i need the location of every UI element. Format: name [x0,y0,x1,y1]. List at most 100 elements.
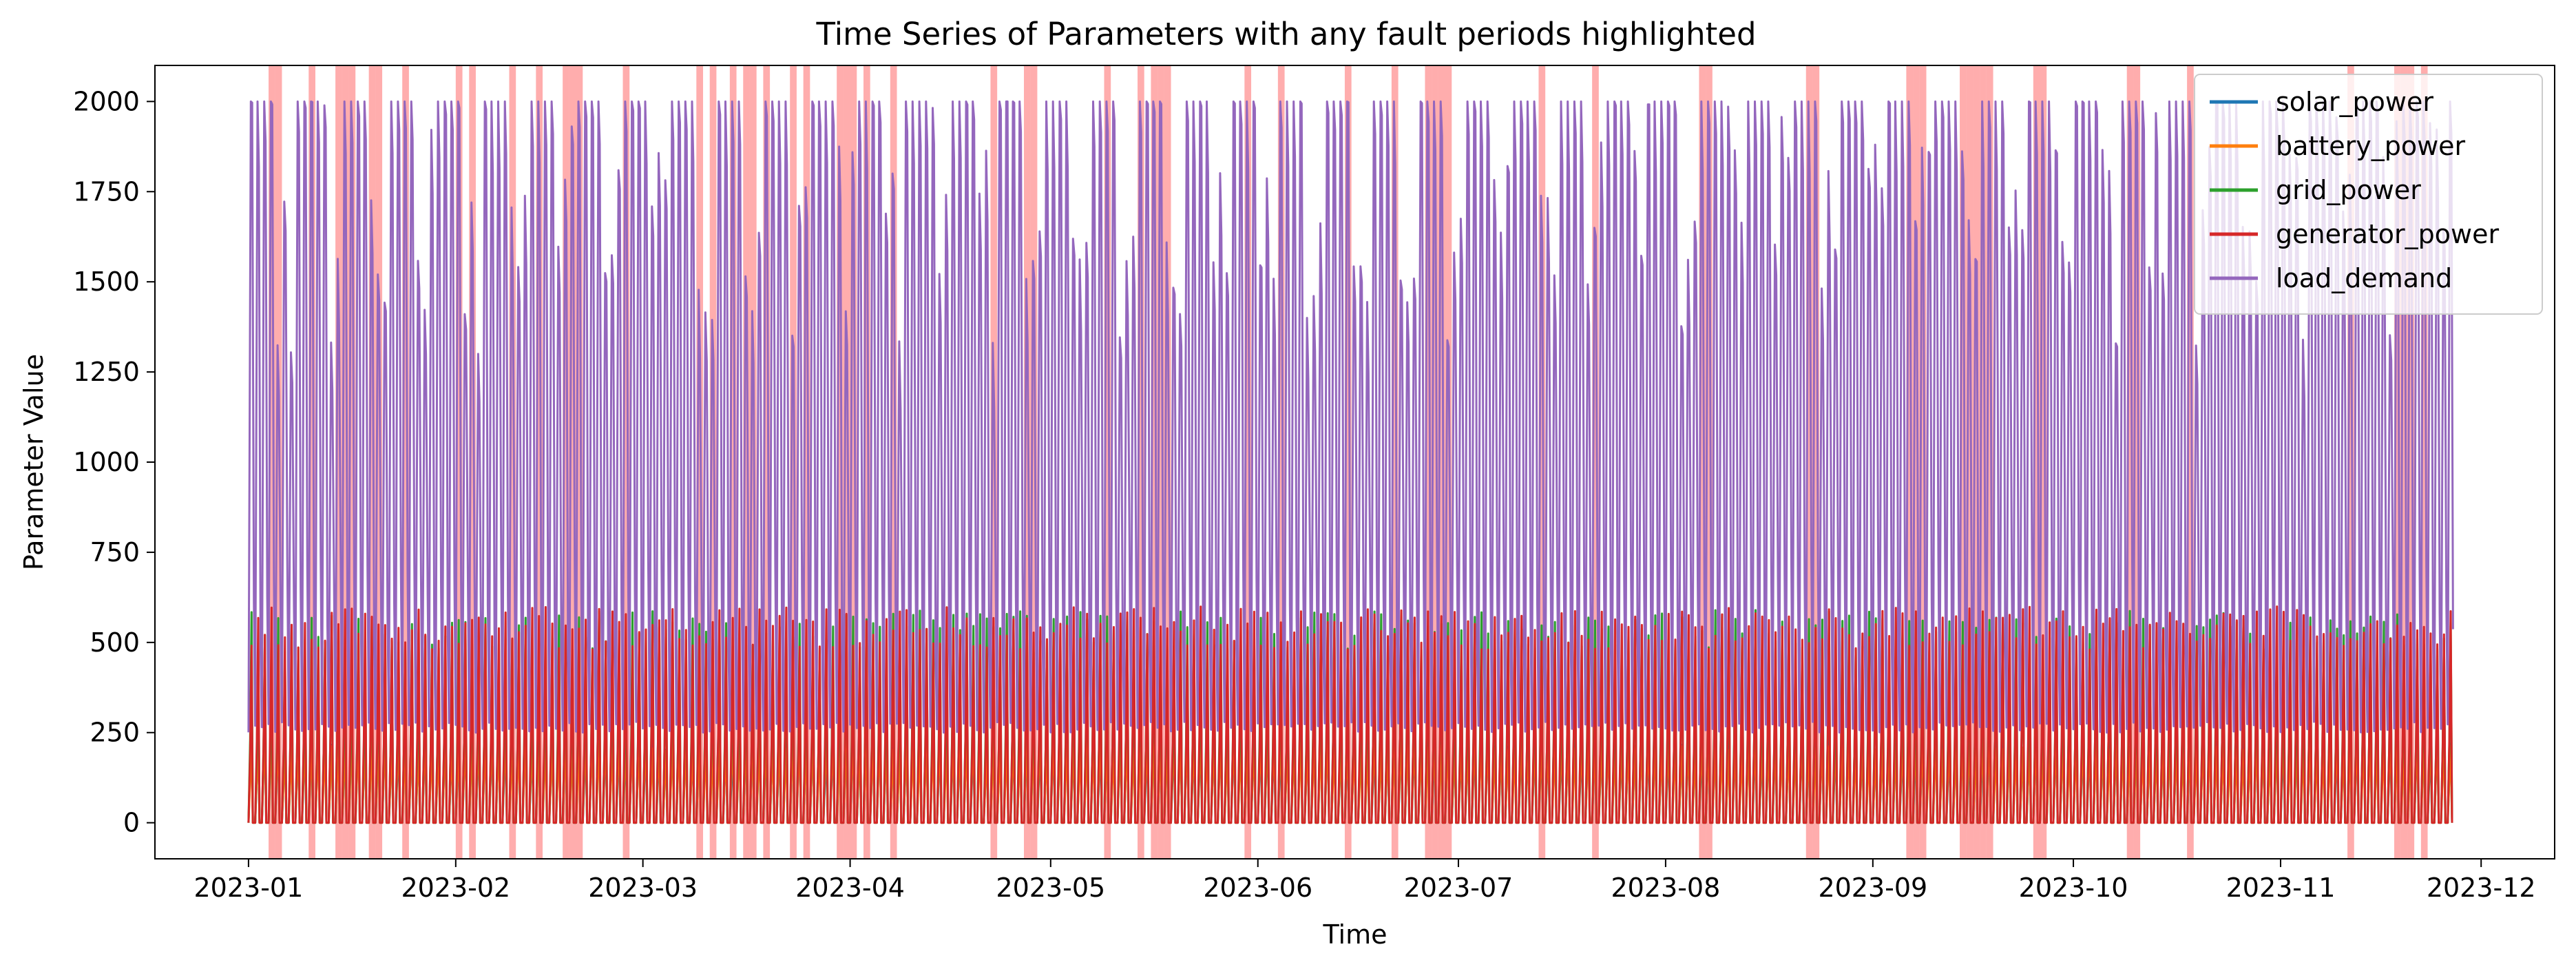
x-tick-label: 2023-09 [1818,873,1927,903]
x-axis: 2023-01 2023-02 2023-03 2023-04 2023-05 2023-… [194,859,2536,903]
x-tick-label: 2023-05 [996,873,1105,903]
legend-frame [2194,74,2543,315]
legend-label-grid-power: grid_power [2276,175,2421,205]
fault-period-band [1445,65,1452,859]
fault-period-band [509,65,516,859]
legend-label-solar-power: solar_power [2276,87,2433,117]
fault-period-band [368,65,376,859]
fault-period-band [375,65,383,859]
fault-period-band [843,65,850,859]
fault-period-band [2400,65,2408,859]
fault-period-band [1966,65,1973,859]
fault-period-band [269,65,275,859]
fault-period-band [1960,65,1967,859]
fault-period-band [1164,65,1171,859]
x-tick-label: 2023-02 [401,873,510,903]
series-generator-power [247,605,2453,824]
fault-period-band [2187,65,2194,859]
fault-period-band [2033,65,2040,859]
y-tick-label: 2000 [73,86,140,116]
fault-period-band [1986,65,1993,859]
fault-period-band [1104,65,1111,859]
fault-period-band [455,65,463,859]
fault-period-band [1538,65,1546,859]
y-tick-label: 750 [90,537,140,567]
fault-period-band [2040,65,2047,859]
fault-period-band [1344,65,1352,859]
legend-label-load-demand: load_demand [2276,263,2452,293]
fault-period-band [1151,65,1158,859]
x-tick-label: 2023-06 [1203,873,1312,903]
fault-period-band [469,65,476,859]
series-line-generator-power [247,605,2453,824]
y-tick-label: 1250 [73,357,140,387]
series-line-load-demand [247,100,2454,734]
y-axis-label: Parameter Value [19,354,49,570]
fault-period-band [729,65,737,859]
x-tick-label: 2023-11 [2226,873,2336,903]
fault-period-band [863,65,870,859]
fault-period-band [1432,65,1438,859]
fault-period-band [1391,65,1399,859]
x-axis-label: Time [1323,919,1388,950]
y-tick-label: 0 [123,808,140,838]
plot-area [247,65,2454,859]
fault-period-band [803,65,810,859]
fault-period-band [2133,65,2141,859]
fault-period-band [2347,65,2354,859]
x-tick-label: 2023-03 [588,873,698,903]
fault-period-band [2126,65,2134,859]
y-axis: 0 250 500 750 1000 1250 1500 1750 2000 [73,86,155,838]
fault-period-band [837,65,844,859]
fault-period-band [1425,65,1432,859]
y-tick-label: 1750 [73,176,140,207]
fault-period-band [1023,65,1031,859]
fault-period-band [709,65,717,859]
fault-period-band [335,65,342,859]
legend-label-battery-power: battery_power [2276,131,2466,161]
fault-period-band [348,65,356,859]
fault-period-band [1706,65,1713,859]
fault-period-band [1158,65,1164,859]
y-tick-label: 1000 [73,447,140,477]
fault-period-band [576,65,583,859]
fault-period-band [1138,65,1144,859]
fault-period-band [1913,65,1920,859]
fault-period-band [2394,65,2401,859]
y-tick-label: 1500 [73,267,140,297]
y-tick-label: 250 [90,718,140,748]
series-load-demand [247,100,2454,734]
legend: solar_power battery_power grid_powergenera… [2194,74,2543,315]
fault-period-band [1805,65,1813,859]
fault-period-band [622,65,630,859]
fault-period-band [1244,65,1252,859]
fault-period-band [2407,65,2415,859]
fault-period-band [1438,65,1445,859]
fault-period-band [1699,65,1706,859]
fault-period-band [342,65,349,859]
fault-period-band [850,65,857,859]
fault-period-band [1030,65,1038,859]
fault-period-band [1919,65,1927,859]
y-tick-label: 500 [90,627,140,658]
fault-period-band [569,65,576,859]
x-tick-label: 2023-08 [1611,873,1721,903]
fault-period-band [1592,65,1599,859]
fault-period-band [2420,65,2428,859]
chart-title: Time Series of Parameters with any fault… [815,16,1756,52]
fault-period-band [308,65,315,859]
fault-period-band [402,65,409,859]
x-tick-label: 2023-07 [1404,873,1514,903]
fault-period-band [1906,65,1914,859]
fault-period-band [1812,65,1820,859]
fault-period-band [1973,65,1980,859]
fault-period-band [763,65,771,859]
x-tick-label: 2023-04 [795,873,905,903]
fault-period-band [563,65,569,859]
x-tick-label: 2023-12 [2427,873,2536,903]
legend-label-generator-power: generator_power [2276,219,2499,249]
fault-period-band [743,65,750,859]
x-tick-label: 2023-10 [2019,873,2128,903]
fault-period-band [1277,65,1285,859]
